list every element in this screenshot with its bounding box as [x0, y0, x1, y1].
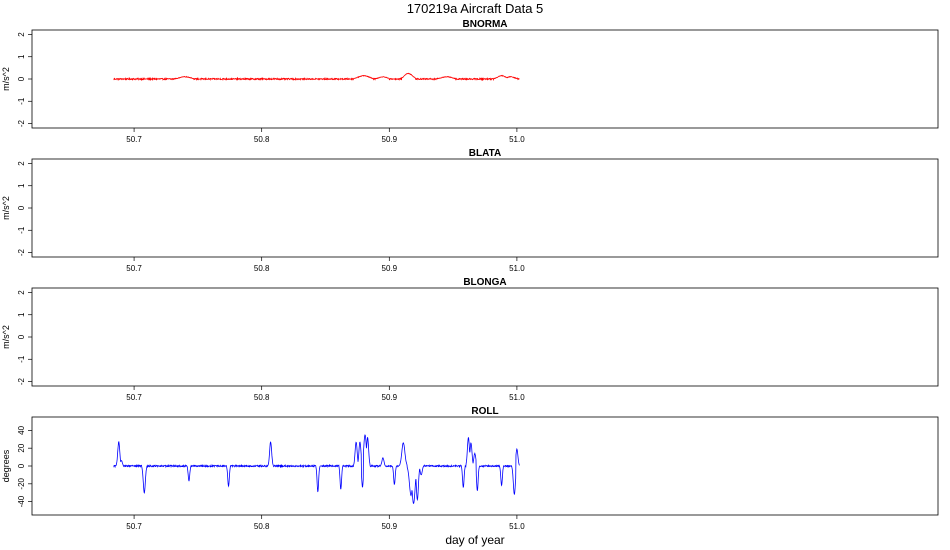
figure-title: 170219a Aircraft Data 5	[407, 1, 544, 16]
panel-roll: ROLL 50.7 50.8 50.9 51.0 -40 -20 0 20 40 degrees	[1, 406, 939, 531]
x-axis-label: day of year	[445, 533, 504, 547]
series-line-bnorma	[113, 72, 520, 82]
x-tick-label: 50.7	[126, 264, 142, 273]
y-tick-label: 2	[17, 290, 26, 295]
x-tick-label: 51.0	[509, 135, 525, 144]
panel-title: BNORMA	[463, 19, 508, 30]
panel-bnorma: BNORMA 50.7 50.8 50.9 51.0 -2 -1 0 1 2 m/s^2	[1, 19, 939, 144]
x-tick-label: 50.9	[382, 264, 398, 273]
panel-blata: BLATA 50.7 50.8 50.9 51.0 -2 -1 0 1 2 m/s^2	[1, 148, 939, 273]
x-tick-label: 50.8	[254, 522, 270, 531]
series-line-roll	[113, 434, 520, 504]
y-axis-label: m/s^2	[1, 325, 11, 349]
x-tick-label: 50.9	[382, 522, 398, 531]
plot-frame	[31, 287, 939, 387]
x-tick-label: 50.9	[382, 135, 398, 144]
x-tick-label: 50.8	[254, 264, 270, 273]
y-tick-label: -2	[17, 119, 26, 127]
panel-title: ROLL	[471, 406, 498, 417]
y-tick-label: 40	[17, 425, 26, 434]
y-tick-label: 2	[17, 32, 26, 37]
y-tick-label: -1	[17, 355, 26, 363]
y-tick-label: -2	[17, 377, 26, 385]
panel-title: BLATA	[469, 148, 501, 159]
y-tick-label: 1	[17, 183, 26, 188]
y-tick-label: -40	[17, 495, 26, 507]
panels: BNORMA 50.7 50.8 50.9 51.0 -2 -1 0 1 2 m/s^2 BLATA 5…	[1, 19, 939, 531]
y-tick-label: 0	[17, 334, 26, 339]
x-tick-label: 51.0	[509, 522, 525, 531]
panel-title: BLONGA	[463, 277, 506, 288]
y-tick-label: -20	[17, 477, 26, 489]
y-axis-label: m/s^2	[1, 196, 11, 220]
y-axis-label: m/s^2	[1, 67, 11, 91]
panel-blonga: BLONGA 50.7 50.8 50.9 51.0 -2 -1 0 1 2 m/s^2	[1, 277, 939, 402]
y-tick-label: 0	[17, 463, 26, 468]
y-tick-label: -2	[17, 248, 26, 256]
y-axis-label: degrees	[1, 449, 11, 482]
x-tick-label: 50.7	[126, 522, 142, 531]
x-tick-label: 50.7	[126, 135, 142, 144]
x-tick-label: 51.0	[509, 264, 525, 273]
y-tick-label: 20	[17, 443, 26, 452]
x-tick-label: 50.9	[382, 393, 398, 402]
y-tick-label: 0	[17, 205, 26, 210]
y-tick-label: -1	[17, 97, 26, 105]
y-tick-label: 0	[17, 76, 26, 81]
x-tick-label: 50.8	[254, 135, 270, 144]
plot-frame	[31, 158, 939, 258]
y-tick-label: 1	[17, 312, 26, 317]
y-tick-label: 2	[17, 161, 26, 166]
x-tick-label: 50.8	[254, 393, 270, 402]
y-tick-label: -1	[17, 226, 26, 234]
y-tick-label: 1	[17, 54, 26, 59]
x-tick-label: 50.7	[126, 393, 142, 402]
x-tick-label: 51.0	[509, 393, 525, 402]
